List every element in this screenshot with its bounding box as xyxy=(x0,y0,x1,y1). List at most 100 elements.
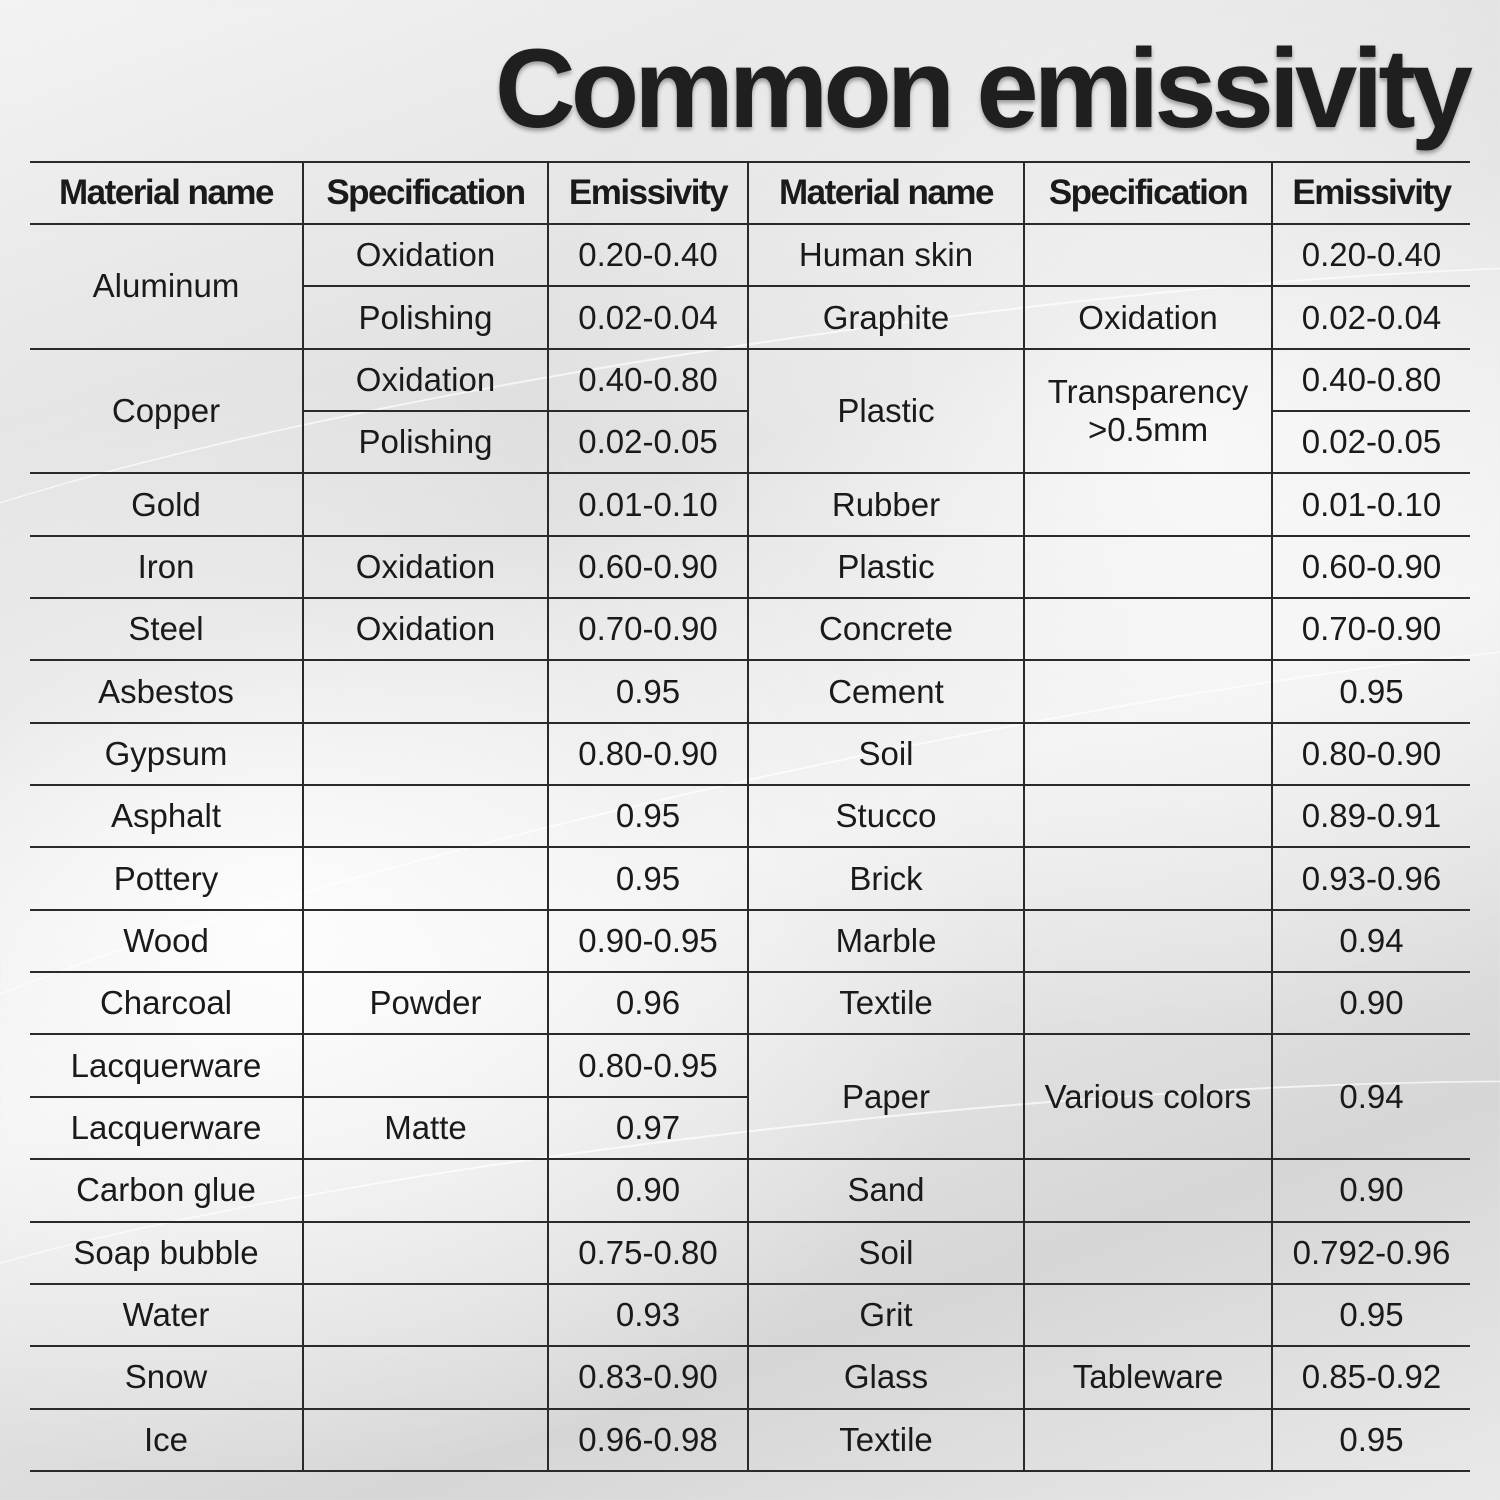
emissivity-cell: 0.90 xyxy=(547,1159,748,1223)
material-cell: Cement xyxy=(747,660,1024,724)
material-cell: Soil xyxy=(747,1221,1024,1285)
spec-cell xyxy=(1023,224,1272,288)
spec-cell xyxy=(1023,909,1272,974)
emissivity-cell: 0.93 xyxy=(547,1283,748,1348)
table-row: Gold 0.01-0.10 Rubber 0.01-0.10 xyxy=(30,473,1470,537)
emissivity-cell: 0.80-0.90 xyxy=(1271,722,1470,787)
emissivity-cell: 0.40-0.80 xyxy=(1271,348,1470,413)
table-row: Asbestos 0.95 Cement 0.95 xyxy=(30,660,1470,724)
emissivity-cell: 0.792-0.96 xyxy=(1271,1221,1470,1285)
column-header: Material name xyxy=(747,161,1024,225)
material-cell: Carbon glue xyxy=(30,1159,303,1223)
emissivity-cell: 0.01-0.10 xyxy=(547,473,748,537)
material-cell: Human skin xyxy=(747,224,1024,288)
header-row: Material name Specification Emissivity M… xyxy=(30,161,1470,225)
spec-cell: Tableware xyxy=(1023,1346,1272,1410)
material-cell: Marble xyxy=(747,909,1024,974)
material-cell: Charcoal xyxy=(30,972,303,1036)
spec-cell xyxy=(1023,972,1272,1036)
table-row: Steel Oxidation 0.70-0.90 Concrete 0.70-… xyxy=(30,598,1470,662)
spec-cell: Oxidation xyxy=(302,535,548,600)
emissivity-cell: 0.20-0.40 xyxy=(1271,224,1470,288)
column-header: Emissivity xyxy=(547,161,748,225)
spec-cell: Matte xyxy=(302,1096,548,1161)
emissivity-cell: 0.70-0.90 xyxy=(547,598,748,662)
spec-cell: Polishing xyxy=(302,286,548,350)
emissivity-table: Material name Specification Emissivity M… xyxy=(30,161,1470,1473)
spec-cell xyxy=(1023,722,1272,787)
emissivity-cell: 0.02-0.05 xyxy=(547,411,748,475)
spec-cell: Various colors xyxy=(1023,1034,1272,1161)
material-cell: Wood xyxy=(30,909,303,974)
spec-cell xyxy=(302,1346,548,1410)
material-cell: Steel xyxy=(30,598,303,662)
material-cell: Glass xyxy=(747,1346,1024,1410)
emissivity-cell: 0.20-0.40 xyxy=(547,224,748,288)
emissivity-cell: 0.95 xyxy=(1271,1283,1470,1348)
emissivity-cell: 0.90 xyxy=(1271,972,1470,1036)
table-row: Asphalt 0.95 Stucco 0.89-0.91 xyxy=(30,785,1470,849)
table-row: Lacquerware Matte 0.97 xyxy=(30,1096,1470,1161)
material-cell: Asphalt xyxy=(30,785,303,849)
material-cell: Brick xyxy=(747,847,1024,911)
table-row: Soap bubble 0.75-0.80 Soil 0.792-0.96 xyxy=(30,1221,1470,1285)
material-cell: Ice xyxy=(30,1408,303,1473)
spec-cell xyxy=(302,722,548,787)
spec-cell xyxy=(1023,535,1272,600)
emissivity-cell: 0.96-0.98 xyxy=(547,1408,748,1473)
emissivity-cell: 0.97 xyxy=(547,1096,748,1161)
emissivity-cell: 0.89-0.91 xyxy=(1271,785,1470,849)
spec-cell: Polishing xyxy=(302,411,548,475)
spec-cell xyxy=(302,847,548,911)
emissivity-cell: 0.60-0.90 xyxy=(547,535,748,600)
table-row: Wood 0.90-0.95 Marble 0.94 xyxy=(30,909,1470,974)
material-cell: Copper xyxy=(30,348,303,475)
page-title: Common emissivity xyxy=(494,26,1473,151)
material-cell: Snow xyxy=(30,1346,303,1410)
emissivity-cell: 0.01-0.10 xyxy=(1271,473,1470,537)
material-cell: Paper xyxy=(747,1034,1024,1161)
material-cell: Plastic xyxy=(747,535,1024,600)
material-cell: Lacquerware xyxy=(30,1034,303,1098)
spec-cell xyxy=(302,473,548,537)
spec-cell xyxy=(1023,1408,1272,1473)
table-row: Gypsum 0.80-0.90 Soil 0.80-0.90 xyxy=(30,722,1470,787)
spec-cell xyxy=(1023,660,1272,724)
spec-cell xyxy=(1023,1159,1272,1223)
material-cell: Asbestos xyxy=(30,660,303,724)
table-row: Iron Oxidation 0.60-0.90 Plastic 0.60-0.… xyxy=(30,535,1470,600)
spec-cell xyxy=(302,660,548,724)
material-cell: Graphite xyxy=(747,286,1024,350)
spec-cell xyxy=(302,785,548,849)
material-cell: Stucco xyxy=(747,785,1024,849)
column-header: Specification xyxy=(1023,161,1272,225)
material-cell: Concrete xyxy=(747,598,1024,662)
material-cell: Aluminum xyxy=(30,224,303,350)
material-cell: Iron xyxy=(30,535,303,600)
emissivity-cell: 0.80-0.95 xyxy=(547,1034,748,1098)
material-cell: Gold xyxy=(30,473,303,537)
emissivity-cell: 0.94 xyxy=(1271,1034,1470,1161)
table-row: Carbon glue 0.90 Sand 0.90 xyxy=(30,1159,1470,1223)
material-cell: Grit xyxy=(747,1283,1024,1348)
emissivity-cell: 0.70-0.90 xyxy=(1271,598,1470,662)
emissivity-cell: 0.40-0.80 xyxy=(547,348,748,413)
emissivity-cell: 0.60-0.90 xyxy=(1271,535,1470,600)
spec-cell xyxy=(302,1283,548,1348)
emissivity-cell: 0.90 xyxy=(1271,1159,1470,1223)
table-row: Lacquerware 0.80-0.95 Paper Various colo… xyxy=(30,1034,1470,1161)
emissivity-cell: 0.95 xyxy=(547,847,748,911)
material-cell: Water xyxy=(30,1283,303,1348)
spec-cell xyxy=(302,909,548,974)
material-cell: Rubber xyxy=(747,473,1024,537)
column-header: Material name xyxy=(30,161,303,225)
table-row: Ice 0.96-0.98 Textile 0.95 xyxy=(30,1408,1470,1473)
spec-cell xyxy=(1023,1221,1272,1285)
emissivity-cell: 0.94 xyxy=(1271,909,1470,974)
table-row: Snow 0.83-0.90 Glass Tableware 0.85-0.92 xyxy=(30,1346,1470,1410)
material-cell: Plastic xyxy=(747,348,1024,475)
spec-cell xyxy=(1023,598,1272,662)
column-header: Emissivity xyxy=(1271,161,1470,225)
spec-cell: Oxidation xyxy=(302,598,548,662)
spec-cell xyxy=(302,1221,548,1285)
